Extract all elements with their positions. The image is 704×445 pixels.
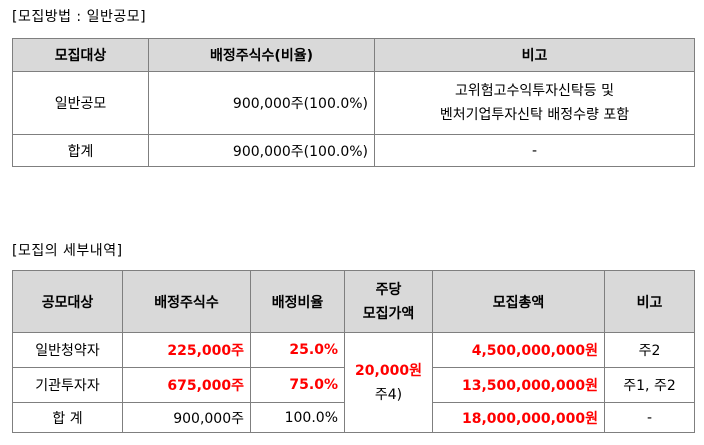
section2-title: [모집의 세부내역] [12, 243, 123, 259]
row-note: 주1, 주2 [604, 367, 695, 403]
row-shares: 900,000주(100.0%) [148, 71, 375, 135]
header-shares-ratio: 배정주식수(비율) [148, 38, 375, 72]
header-price-line1: 주당 [375, 281, 402, 298]
offering-method-table: 모집대상 배정주식수(비율) 비고 일반공모 900,000주(100.0%) … [12, 38, 695, 167]
price-value: 20,000원 [355, 362, 422, 379]
total-ratio: 100.0% [250, 402, 345, 433]
table-row: 일반공모 900,000주(100.0%) 고위험고수익투자신탁등 및 벤처기업… [12, 71, 695, 135]
header-total: 모집총액 [432, 270, 605, 333]
section1-title: [모집방법 : 일반공모] [12, 9, 147, 25]
header-shares: 배정주식수 [122, 270, 251, 333]
row-target: 일반공모 [12, 71, 149, 135]
header-note: 비고 [374, 38, 695, 72]
total-target: 합계 [12, 134, 149, 167]
price-per-share: 20,000원 주4) [344, 332, 433, 433]
note-line1: 고위험고수익투자신탁등 및 [454, 83, 614, 99]
row-note: 주2 [604, 332, 695, 368]
row-shares: 675,000주 [122, 367, 251, 403]
row-target: 일반청약자 [12, 332, 123, 368]
row-shares: 225,000주 [122, 332, 251, 368]
table-row-total: 합계 900,000주(100.0%) - [12, 134, 695, 167]
total-amount: 18,000,000,000원 [432, 402, 605, 433]
offering-detail-table: 공모대상 배정주식수 배정비율 주당 모집가액 모집총액 비고 일반청약자 22… [12, 270, 695, 433]
total-shares: 900,000주 [122, 402, 251, 433]
total-shares: 900,000주(100.0%) [148, 134, 375, 167]
header-ratio: 배정비율 [250, 270, 345, 333]
row-target: 기관투자자 [12, 367, 123, 403]
header-target: 모집대상 [12, 38, 149, 72]
header-price: 주당 모집가액 [344, 270, 433, 333]
header-target: 공모대상 [12, 270, 123, 333]
total-note: - [374, 134, 695, 167]
table-row: 기관투자자 675,000주 75.0% 13,500,000,000원 주1,… [12, 367, 695, 403]
total-target: 합 계 [12, 402, 123, 433]
row-total: 13,500,000,000원 [432, 367, 605, 403]
table-row-total: 합 계 900,000주 100.0% 18,000,000,000원 - [12, 402, 695, 433]
header-note: 비고 [604, 270, 695, 333]
price-note: 주4) [374, 386, 403, 403]
row-total: 4,500,000,000원 [432, 332, 605, 368]
table-row: 일반청약자 225,000주 25.0% 20,000원 주4) 4,500,0… [12, 332, 695, 433]
row-ratio: 75.0% [250, 367, 345, 403]
total-note: - [604, 402, 695, 433]
row-ratio: 25.0% [250, 332, 345, 368]
row-note: 고위험고수익투자신탁등 및 벤처기업투자신탁 배정수량 포함 [374, 71, 695, 135]
header-price-line2: 모집가액 [362, 305, 415, 322]
note-line2: 벤처기업투자신탁 배정수량 포함 [439, 107, 630, 123]
